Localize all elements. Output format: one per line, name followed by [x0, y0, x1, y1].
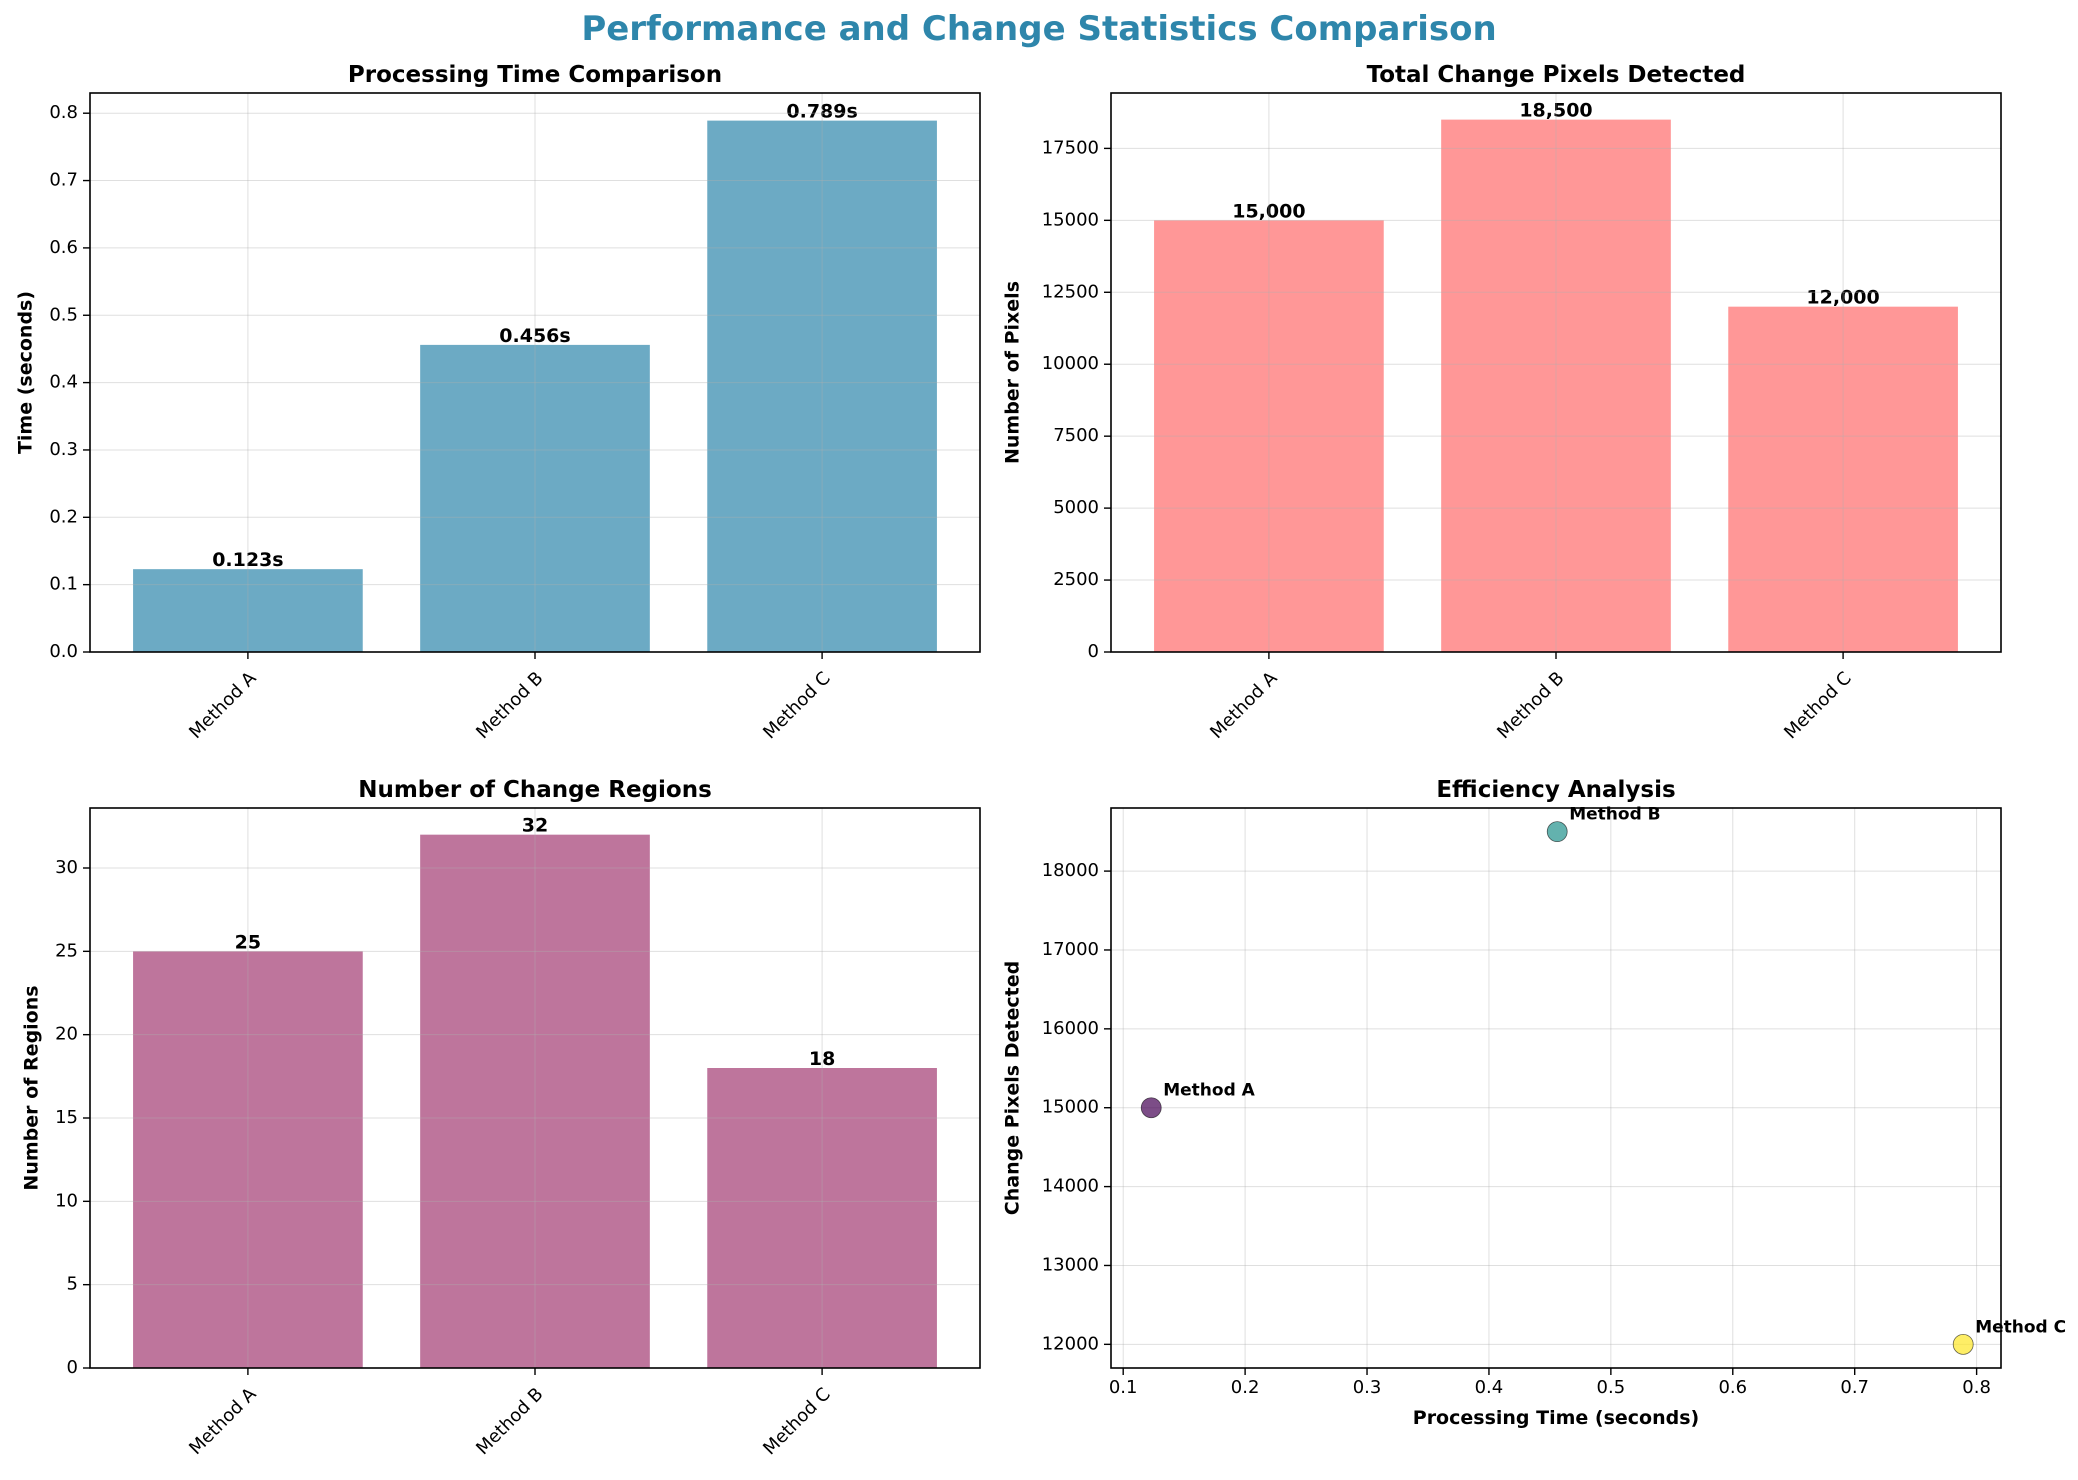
x-tick-label: 0.3 — [1353, 1377, 1382, 1398]
bar-value-label: 0.456s — [499, 325, 570, 347]
point-label: Method A — [1163, 1081, 1255, 1101]
x-tick-label: Method C — [1780, 668, 1856, 744]
y-axis-label: Number of Regions — [21, 985, 43, 1190]
change-regions-chart: Number of Change Regions Number of Regio… — [21, 777, 981, 1459]
scatter-point — [1546, 821, 1568, 843]
data-marks: 25 32 18 — [133, 815, 937, 1368]
bar — [420, 344, 650, 652]
y-tick-label: 5000 — [1053, 497, 1099, 518]
y-tick-label: 10000 — [1042, 353, 1099, 374]
bar-value-label: 25 — [235, 931, 261, 953]
plot-frame — [89, 92, 981, 653]
y-tick-label: 0.6 — [49, 237, 78, 258]
efficiency-scatter-chart: Efficiency Analysis Change Pixels Detect… — [1002, 777, 2067, 1429]
y-tick-label: 7500 — [1053, 425, 1099, 446]
y-tick-label: 0.2 — [49, 506, 78, 527]
chart-title: Efficiency Analysis — [1436, 777, 1675, 803]
y-tick-label: 12500 — [1042, 281, 1099, 302]
grid-lines — [1111, 808, 2001, 1368]
y-tick-label: 0 — [1088, 641, 1099, 662]
x-tick-label: Method B — [1493, 668, 1568, 743]
y-tick-label: 15000 — [1042, 209, 1099, 230]
y-tick-label: 16000 — [1042, 1018, 1099, 1039]
y-tick-label: 15000 — [1042, 1097, 1099, 1118]
y-tick-label: 18000 — [1042, 860, 1099, 881]
bar — [707, 120, 937, 652]
x-tick-label: 0.2 — [1231, 1377, 1260, 1398]
y-tick-label: 17000 — [1042, 939, 1099, 960]
y-tick-label: 30 — [55, 857, 78, 878]
x-tick-label: 0.7 — [1840, 1377, 1869, 1398]
y-tick-label: 0.4 — [49, 372, 78, 393]
x-tick-label: 0.5 — [1597, 1377, 1626, 1398]
y-tick-label: 0 — [67, 1357, 78, 1378]
bar-value-label: 0.789s — [786, 101, 857, 123]
y-tick-label: 20 — [55, 1024, 78, 1045]
bar-value-label: 18 — [809, 1048, 835, 1070]
y-axis-label: Change Pixels Detected — [1002, 961, 1024, 1215]
y-tick-label: 0.3 — [49, 439, 78, 460]
chart-title: Total Change Pixels Detected — [1367, 62, 1746, 88]
bar-value-label: 32 — [522, 815, 548, 837]
change-pixels-chart: Total Change Pixels Detected Number of P… — [1002, 62, 2002, 743]
data-marks: Method A Method B Method C — [1140, 805, 2066, 1355]
y-tick-label: 0.5 — [49, 304, 78, 325]
chart-title: Processing Time Comparison — [348, 62, 722, 88]
x-axis-label: Processing Time (seconds) — [1413, 1407, 1699, 1429]
point-label: Method B — [1569, 805, 1660, 825]
x-tick-label: Method B — [472, 1384, 547, 1459]
x-tick-label: Method C — [759, 668, 835, 744]
point-label: Method C — [1975, 1317, 2066, 1337]
x-tick-label: Method A — [185, 1383, 261, 1459]
y-tick-label: 13000 — [1042, 1254, 1099, 1275]
x-tick-label: 0.6 — [1718, 1377, 1747, 1398]
data-marks: 0.123s 0.456s 0.789s — [133, 101, 937, 652]
bar — [420, 834, 650, 1368]
bar-value-label: 15,000 — [1232, 200, 1305, 222]
x-tick-label: Method C — [759, 1384, 835, 1460]
x-tick-label: Method A — [1206, 667, 1282, 743]
x-tick-label: Method B — [472, 668, 547, 743]
plot-frame — [1110, 807, 2002, 1369]
processing-time-chart: Processing Time Comparison Time (seconds… — [15, 62, 981, 743]
x-tick-label: 0.1 — [1109, 1377, 1138, 1398]
bar — [1441, 119, 1671, 653]
y-tick-label: 0.0 — [49, 641, 78, 662]
bar-value-label: 18,500 — [1519, 100, 1592, 122]
y-tick-label: 5 — [67, 1274, 78, 1295]
bar — [707, 1068, 937, 1368]
bar — [133, 569, 363, 652]
plot-frame — [1110, 92, 2002, 653]
y-tick-label: 15 — [55, 1107, 78, 1128]
y-tick-label: 0.1 — [49, 574, 78, 595]
y-tick-label: 10 — [55, 1190, 78, 1211]
y-tick-label: 0.8 — [49, 102, 78, 123]
bar-value-label: 0.123s — [212, 549, 283, 571]
scatter-point — [1952, 1333, 1974, 1355]
y-tick-label: 0.7 — [49, 170, 78, 191]
plot-frame — [89, 807, 981, 1369]
y-tick-label: 25 — [55, 940, 78, 961]
x-tick-label: 0.8 — [1962, 1377, 1991, 1398]
chart-title: Number of Change Regions — [358, 777, 712, 803]
grid-lines — [90, 808, 980, 1369]
x-tick-label: 0.4 — [1475, 1377, 1504, 1398]
bar-value-label: 12,000 — [1806, 287, 1879, 309]
figure-title: Performance and Change Statistics Compar… — [581, 9, 1496, 49]
data-marks: 15,000 18,500 12,000 — [1154, 100, 1958, 653]
bar — [1728, 306, 1958, 652]
y-axis-label: Number of Pixels — [1002, 281, 1024, 464]
x-tick-label: Method A — [185, 667, 261, 743]
bar — [1154, 220, 1384, 652]
bar — [133, 951, 363, 1368]
y-tick-label: 14000 — [1042, 1176, 1099, 1197]
y-axis-label: Time (seconds) — [15, 291, 37, 454]
y-tick-label: 12000 — [1042, 1333, 1099, 1354]
scatter-point — [1140, 1097, 1162, 1119]
y-tick-label: 2500 — [1053, 569, 1099, 590]
y-tick-label: 17500 — [1042, 137, 1099, 158]
